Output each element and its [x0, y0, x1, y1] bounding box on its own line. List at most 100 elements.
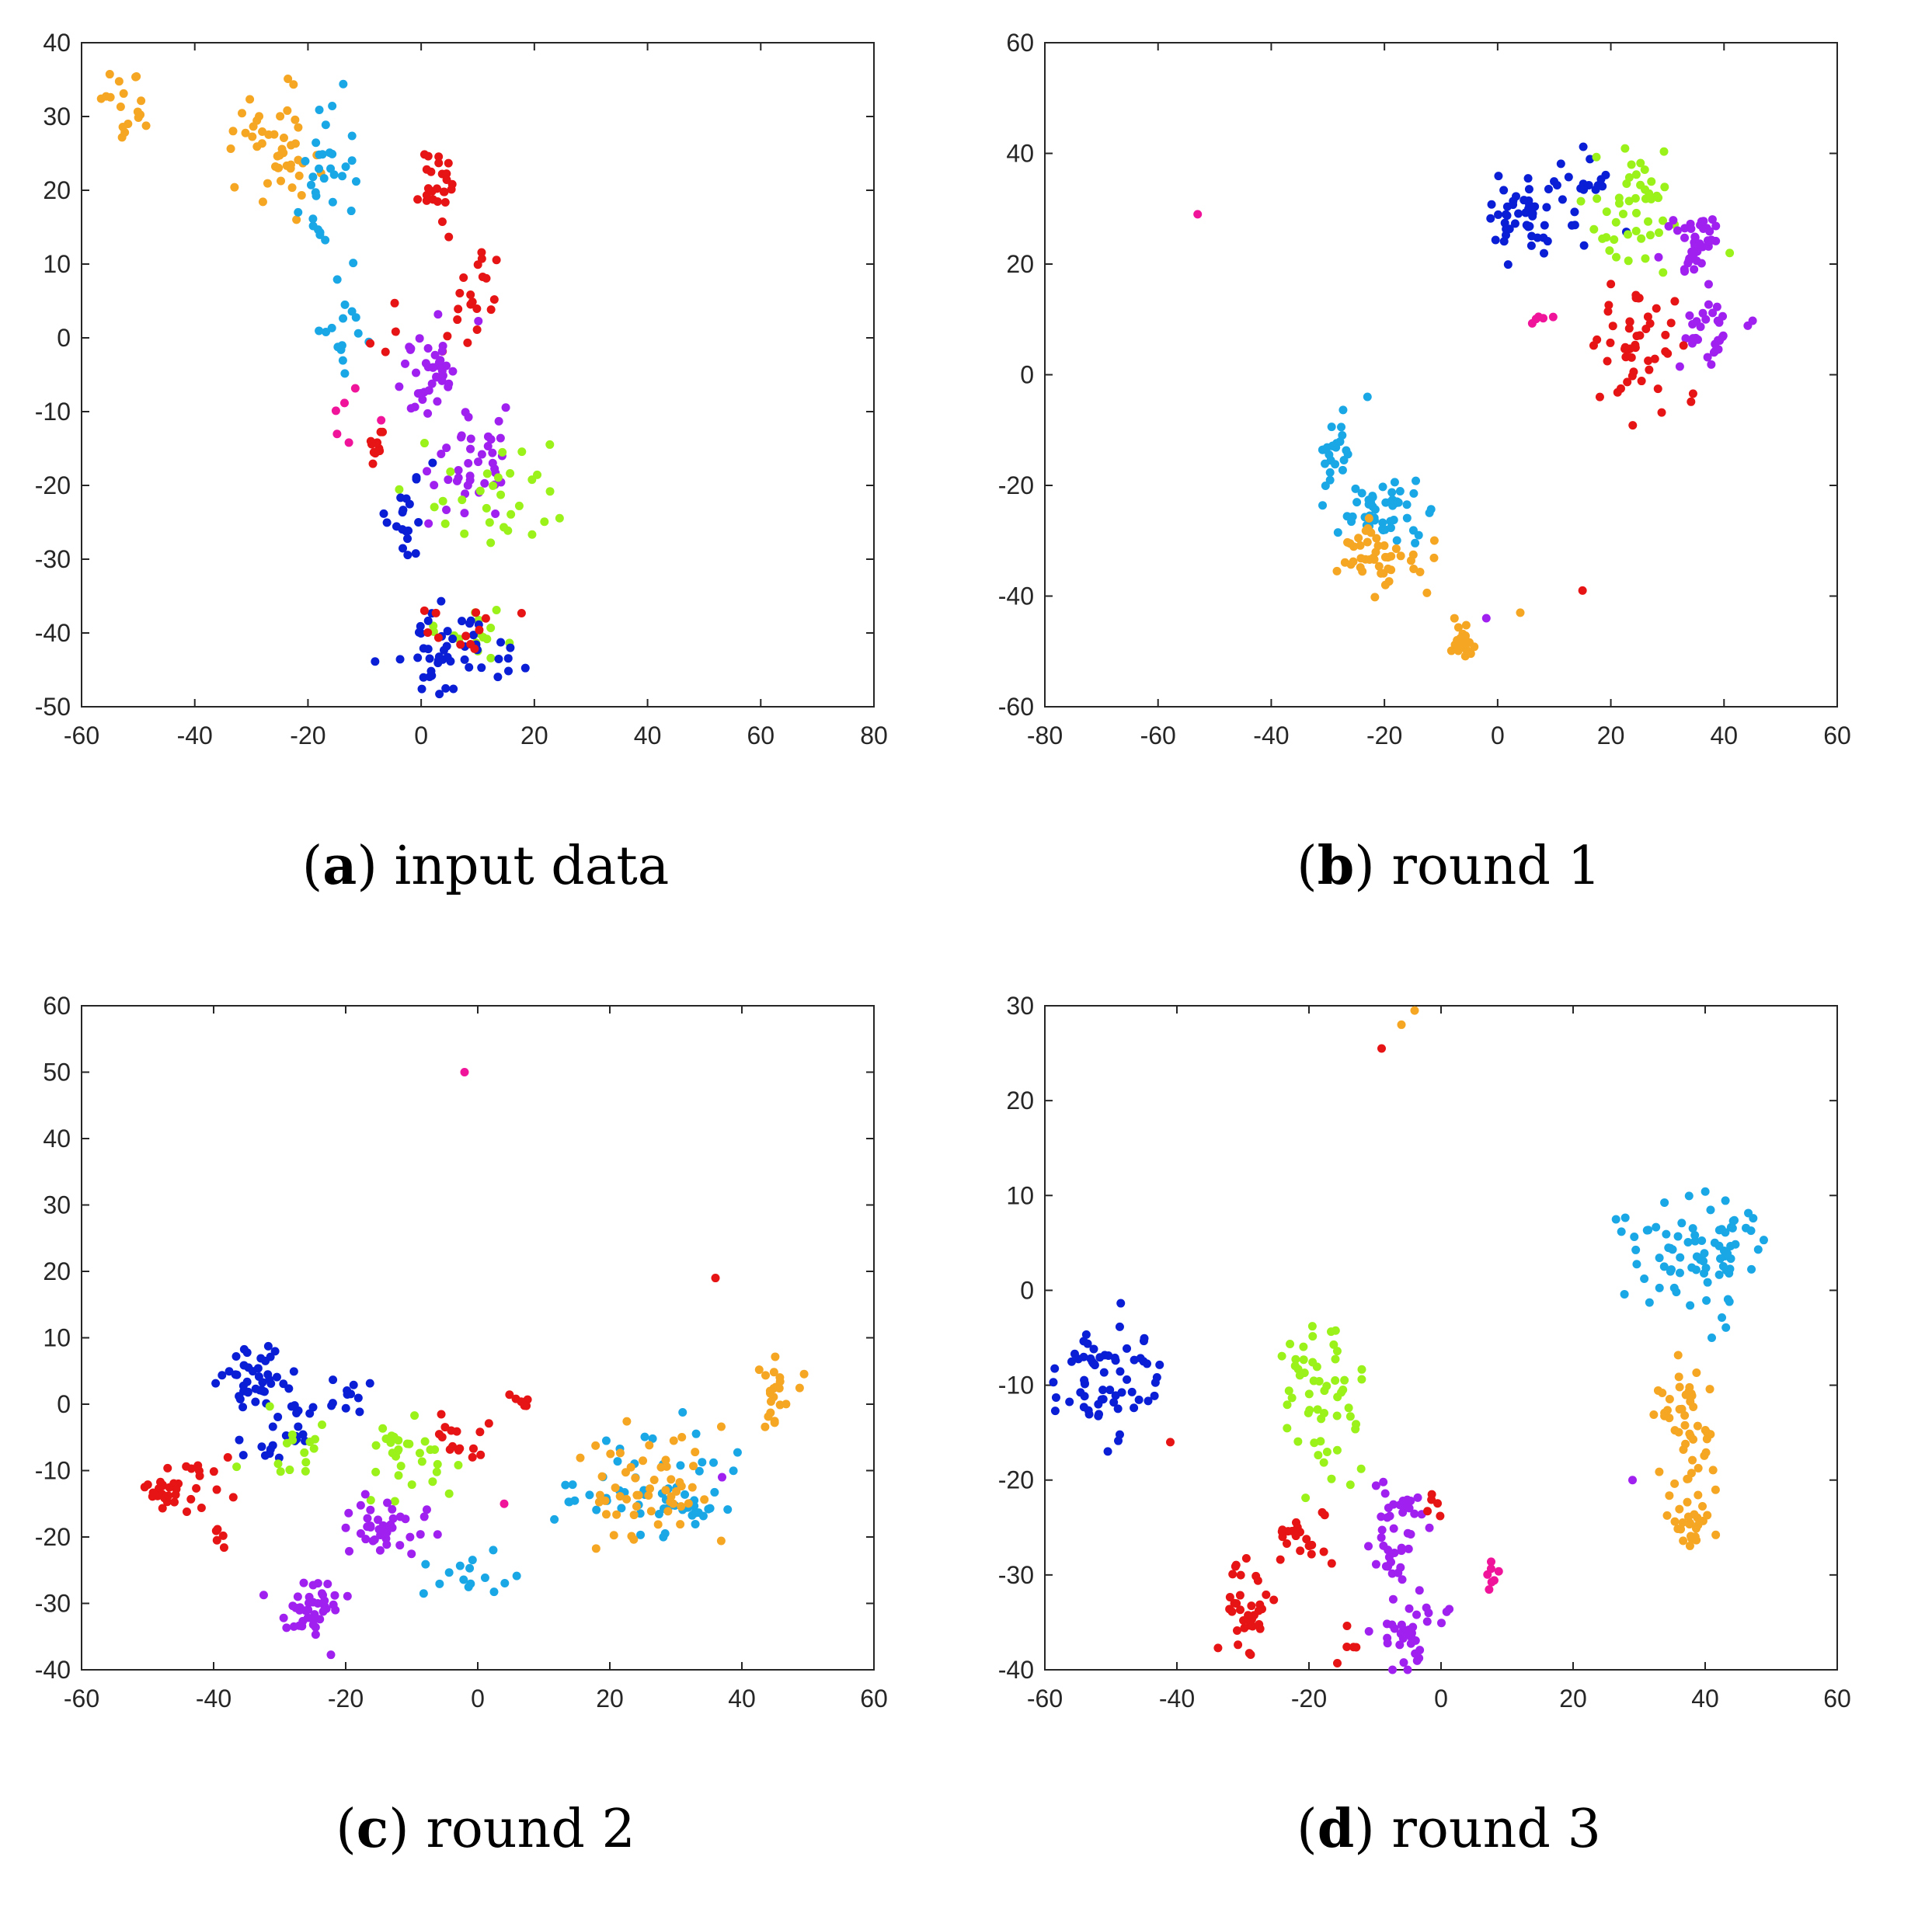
data-point — [294, 1406, 303, 1415]
data-point — [270, 1347, 280, 1356]
x-tick-label: 20 — [520, 722, 548, 749]
data-point — [1603, 356, 1612, 366]
data-point — [1523, 174, 1533, 183]
data-point — [505, 1390, 514, 1400]
data-point — [245, 95, 255, 104]
data-point — [1701, 1187, 1710, 1196]
data-point — [1322, 1382, 1332, 1391]
data-point — [1150, 1391, 1159, 1400]
data-point — [1235, 1591, 1244, 1600]
y-tick-label: 0 — [1020, 1276, 1034, 1304]
data-point — [1344, 1403, 1353, 1413]
data-point — [223, 1452, 232, 1462]
data-point — [423, 467, 432, 476]
data-point — [775, 1377, 785, 1386]
data-point — [667, 1475, 676, 1484]
data-point — [1691, 1265, 1701, 1274]
x-tick-label: -20 — [1291, 1685, 1327, 1713]
data-point — [1645, 365, 1654, 374]
data-point — [131, 72, 141, 82]
data-point — [1687, 1389, 1696, 1398]
data-point — [1325, 468, 1335, 477]
data-point — [1351, 484, 1360, 493]
data-point — [1051, 1393, 1060, 1402]
data-point — [1081, 1330, 1091, 1339]
data-point — [124, 119, 133, 128]
data-point — [1427, 1495, 1436, 1504]
data-point — [351, 313, 360, 322]
data-point — [1236, 1605, 1245, 1615]
data-point — [163, 1463, 172, 1473]
data-point — [761, 1422, 770, 1431]
data-point — [1702, 1295, 1711, 1305]
data-point — [1707, 1334, 1716, 1342]
data-point — [480, 1573, 489, 1582]
y-tick-label: 0 — [1020, 361, 1034, 389]
data-point — [366, 339, 375, 348]
data-point — [417, 1457, 426, 1466]
data-point — [248, 132, 257, 141]
data-point — [440, 1423, 450, 1432]
data-point — [1379, 1541, 1388, 1550]
data-point — [1239, 1615, 1248, 1625]
data-point — [433, 633, 443, 642]
data-point — [444, 1568, 454, 1577]
data-point — [1608, 322, 1617, 331]
data-point — [344, 438, 353, 447]
data-point — [1453, 638, 1462, 648]
data-point — [197, 1503, 206, 1512]
data-point — [455, 288, 465, 297]
data-point — [1644, 1226, 1653, 1235]
data-point — [441, 683, 451, 693]
data-point — [423, 628, 433, 638]
data-point — [454, 465, 463, 475]
data-point — [654, 1509, 663, 1518]
data-point — [700, 1495, 709, 1504]
data-point — [460, 1068, 469, 1076]
x-tick-label: -40 — [196, 1685, 231, 1713]
y-tick-label: 10 — [43, 250, 71, 278]
data-point — [1408, 550, 1418, 559]
data-point — [1552, 181, 1561, 190]
data-point — [1641, 325, 1651, 334]
data-point — [501, 403, 510, 412]
data-point — [1327, 422, 1336, 432]
data-point — [511, 1394, 520, 1403]
data-point — [615, 1448, 625, 1458]
data-point — [423, 409, 433, 418]
data-point — [401, 359, 410, 368]
data-point — [1632, 1260, 1641, 1269]
data-point — [424, 519, 433, 528]
x-tick-label: 20 — [1597, 722, 1625, 749]
data-point — [496, 490, 506, 499]
data-point — [1099, 1368, 1109, 1377]
data-point — [1606, 338, 1615, 347]
data-point — [442, 361, 451, 370]
data-point — [1730, 1215, 1739, 1225]
data-point — [1640, 165, 1649, 175]
data-point — [775, 1383, 784, 1393]
data-point — [317, 1589, 326, 1598]
y-tick-label: 10 — [43, 1324, 71, 1352]
data-point — [1349, 1643, 1358, 1652]
data-point — [465, 475, 475, 485]
data-point — [1113, 1404, 1123, 1413]
data-point — [375, 1546, 385, 1555]
data-point — [1309, 1376, 1318, 1386]
data-point — [1437, 1619, 1446, 1628]
data-point — [410, 1411, 419, 1420]
data-point — [1140, 1334, 1149, 1343]
data-point — [1370, 505, 1380, 514]
data-point — [1698, 1516, 1707, 1525]
data-point — [1050, 1364, 1060, 1373]
data-point — [1665, 1395, 1674, 1404]
data-point — [520, 663, 530, 673]
x-tick-label: 60 — [747, 722, 775, 749]
data-point — [1103, 1447, 1112, 1456]
data-point — [134, 113, 143, 122]
data-point — [1711, 346, 1720, 356]
data-point — [414, 628, 423, 637]
data-point — [438, 496, 447, 506]
x-tick-label: 40 — [1710, 722, 1738, 749]
data-point — [1637, 377, 1646, 386]
